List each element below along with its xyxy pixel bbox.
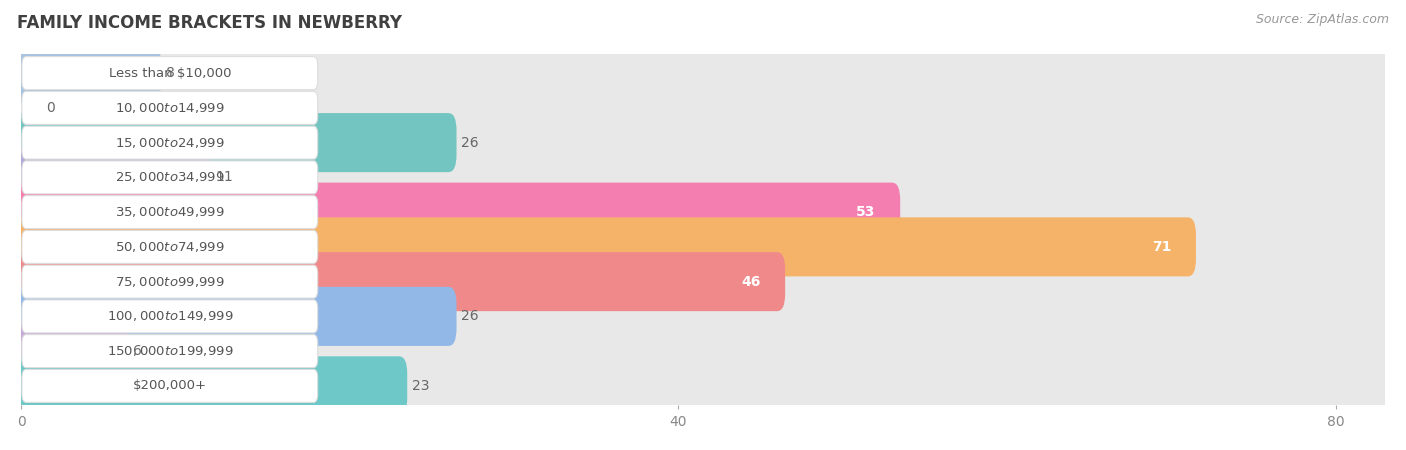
- Bar: [21, 160, 1385, 195]
- FancyBboxPatch shape: [13, 356, 408, 415]
- Bar: [21, 334, 1385, 369]
- Bar: [21, 369, 1385, 403]
- Bar: [21, 90, 1385, 125]
- FancyBboxPatch shape: [13, 217, 1393, 276]
- FancyBboxPatch shape: [22, 126, 318, 159]
- FancyBboxPatch shape: [13, 252, 1393, 311]
- Text: 46: 46: [741, 274, 761, 288]
- FancyBboxPatch shape: [13, 113, 457, 172]
- Text: 23: 23: [412, 379, 430, 393]
- Text: 8: 8: [166, 66, 174, 80]
- Text: 71: 71: [1152, 240, 1171, 254]
- Text: $150,000 to $199,999: $150,000 to $199,999: [107, 344, 233, 358]
- FancyBboxPatch shape: [22, 300, 318, 333]
- Text: 53: 53: [856, 205, 876, 219]
- FancyBboxPatch shape: [22, 369, 318, 402]
- Text: 0: 0: [46, 101, 55, 115]
- Text: FAMILY INCOME BRACKETS IN NEWBERRY: FAMILY INCOME BRACKETS IN NEWBERRY: [17, 14, 402, 32]
- FancyBboxPatch shape: [13, 183, 1393, 242]
- Text: $100,000 to $149,999: $100,000 to $149,999: [107, 310, 233, 324]
- Bar: [21, 264, 1385, 299]
- Text: Source: ZipAtlas.com: Source: ZipAtlas.com: [1256, 14, 1389, 27]
- Text: $25,000 to $34,999: $25,000 to $34,999: [115, 171, 225, 184]
- Text: 11: 11: [215, 171, 233, 184]
- FancyBboxPatch shape: [13, 44, 160, 103]
- FancyBboxPatch shape: [13, 217, 1197, 276]
- FancyBboxPatch shape: [13, 322, 1393, 381]
- Text: 6: 6: [132, 344, 142, 358]
- Bar: [21, 195, 1385, 230]
- Text: $50,000 to $74,999: $50,000 to $74,999: [115, 240, 225, 254]
- Text: $10,000 to $14,999: $10,000 to $14,999: [115, 101, 225, 115]
- Text: $75,000 to $99,999: $75,000 to $99,999: [115, 274, 225, 288]
- FancyBboxPatch shape: [13, 252, 785, 311]
- FancyBboxPatch shape: [13, 287, 457, 346]
- Bar: [21, 56, 1385, 90]
- Text: $35,000 to $49,999: $35,000 to $49,999: [115, 205, 225, 219]
- FancyBboxPatch shape: [13, 183, 900, 242]
- FancyBboxPatch shape: [13, 148, 1393, 207]
- Bar: [21, 299, 1385, 334]
- Bar: [21, 230, 1385, 264]
- FancyBboxPatch shape: [22, 335, 318, 368]
- Text: $15,000 to $24,999: $15,000 to $24,999: [115, 135, 225, 149]
- Text: 26: 26: [461, 135, 479, 149]
- FancyBboxPatch shape: [22, 265, 318, 298]
- FancyBboxPatch shape: [13, 356, 1393, 415]
- FancyBboxPatch shape: [13, 78, 1393, 137]
- Text: $200,000+: $200,000+: [132, 379, 207, 392]
- FancyBboxPatch shape: [13, 287, 1393, 346]
- FancyBboxPatch shape: [22, 196, 318, 229]
- FancyBboxPatch shape: [22, 57, 318, 90]
- Bar: [21, 125, 1385, 160]
- FancyBboxPatch shape: [22, 161, 318, 194]
- FancyBboxPatch shape: [13, 148, 209, 207]
- Text: 26: 26: [461, 310, 479, 324]
- FancyBboxPatch shape: [13, 322, 128, 381]
- FancyBboxPatch shape: [22, 91, 318, 124]
- FancyBboxPatch shape: [13, 113, 1393, 172]
- Text: Less than $10,000: Less than $10,000: [108, 67, 231, 80]
- FancyBboxPatch shape: [22, 230, 318, 263]
- FancyBboxPatch shape: [13, 44, 1393, 103]
